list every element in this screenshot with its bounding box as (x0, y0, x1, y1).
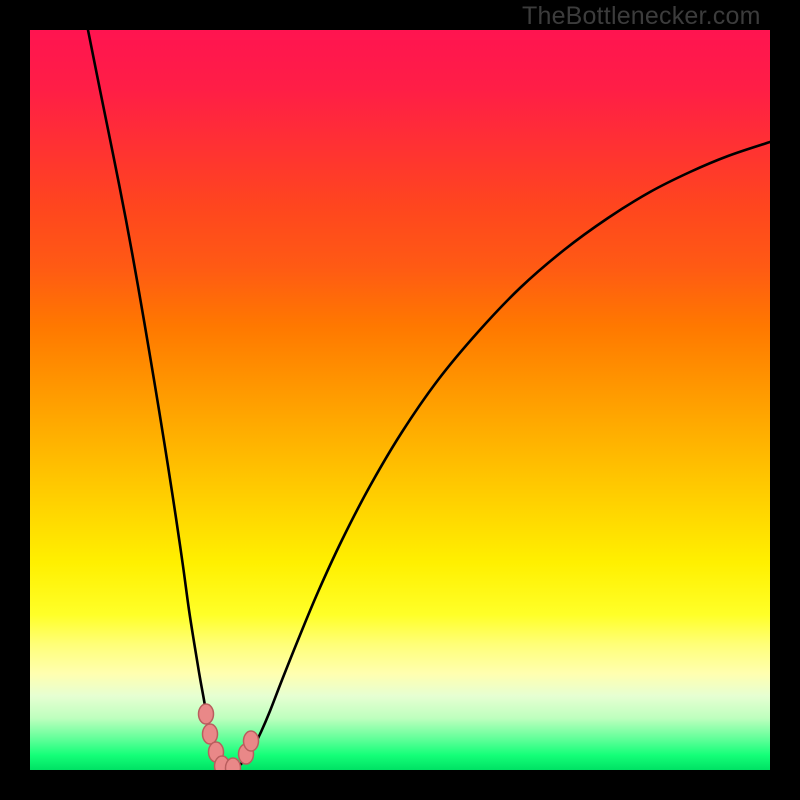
curve-left-branch (88, 30, 228, 770)
data-marker (203, 724, 218, 744)
watermark-text: TheBottlenecker.com (522, 2, 761, 31)
data-marker (244, 731, 259, 751)
bottleneck-curve-layer (30, 30, 770, 770)
plot-area (30, 30, 770, 770)
curve-right-branch (228, 142, 770, 770)
data-marker (199, 704, 214, 724)
data-marker (226, 758, 241, 770)
chart-frame: TheBottlenecker.com (0, 0, 800, 800)
